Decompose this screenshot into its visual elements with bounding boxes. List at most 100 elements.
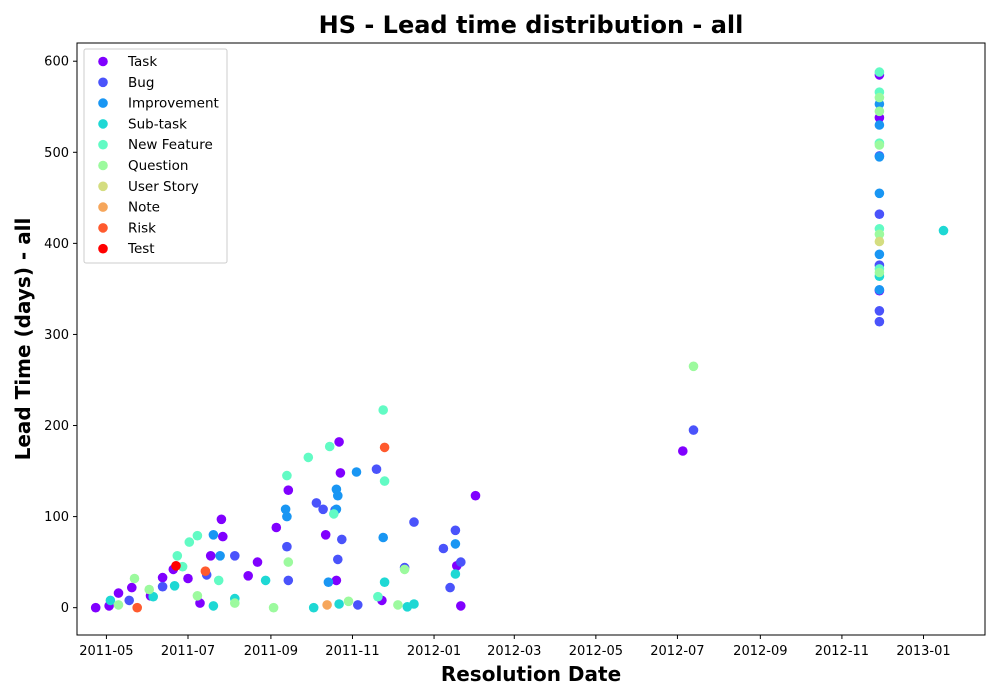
x-axis-label: Resolution Date xyxy=(441,662,621,686)
data-point xyxy=(378,405,389,415)
data-point xyxy=(456,601,466,611)
legend-label: New Feature xyxy=(128,137,213,153)
data-point xyxy=(200,566,211,576)
legend-frame xyxy=(83,48,228,264)
legend-marker xyxy=(98,243,108,254)
data-point xyxy=(874,267,885,278)
y-tick-label: 200 xyxy=(44,419,69,434)
legend-label: Question xyxy=(128,158,188,174)
data-point xyxy=(874,152,885,162)
data-point xyxy=(215,551,225,561)
data-point xyxy=(353,600,363,610)
data-point xyxy=(113,588,124,598)
y-axis-ticks: 0 100 200 300 400 500 600 xyxy=(44,55,77,616)
data-point xyxy=(282,470,292,481)
data-point xyxy=(144,584,154,595)
data-point xyxy=(113,600,124,610)
x-tick-label: 2012-09 xyxy=(733,644,787,659)
data-point xyxy=(129,573,140,584)
data-point xyxy=(218,531,228,542)
series-note xyxy=(322,600,332,610)
data-point xyxy=(379,442,390,453)
data-point xyxy=(308,602,319,613)
data-point xyxy=(450,539,461,549)
y-tick-label: 500 xyxy=(44,146,69,161)
plot-area xyxy=(76,42,986,636)
data-point xyxy=(379,577,390,587)
data-point xyxy=(874,140,885,150)
legend-label: Improvement xyxy=(128,96,219,112)
legend-marker xyxy=(98,119,108,129)
data-point xyxy=(320,530,331,540)
data-point xyxy=(688,361,699,372)
legend-label: Sub-task xyxy=(128,116,187,132)
x-tick-label: 2013-01 xyxy=(896,644,950,659)
data-point xyxy=(208,601,219,611)
series-test xyxy=(171,561,181,571)
x-axis-ticks: 2011-05 2011-07 2011-09 2011-11 2012-01 2012-… xyxy=(79,635,951,659)
data-point xyxy=(874,229,885,240)
legend-label: Note xyxy=(128,200,160,216)
data-point xyxy=(195,598,205,608)
data-point xyxy=(157,572,168,583)
data-point xyxy=(371,464,382,475)
legend-marker xyxy=(98,139,108,150)
data-point xyxy=(874,209,885,219)
data-point xyxy=(456,557,466,567)
data-point xyxy=(230,551,240,561)
data-point xyxy=(378,532,389,543)
data-point xyxy=(271,522,282,533)
data-point xyxy=(268,602,279,613)
legend-label: Test xyxy=(127,241,155,257)
legend-marker xyxy=(98,223,108,233)
legend: Task Bug Improvement Sub-task New Feature Que… xyxy=(83,48,228,264)
y-tick-label: 0 xyxy=(61,601,69,616)
data-point xyxy=(208,530,219,540)
x-tick-label: 2012-07 xyxy=(650,644,704,659)
data-point xyxy=(379,476,390,486)
legend-label: Task xyxy=(127,54,157,70)
data-point xyxy=(399,564,410,575)
data-point xyxy=(445,582,455,593)
data-point xyxy=(184,537,195,547)
data-point xyxy=(874,67,885,77)
data-point xyxy=(260,575,271,586)
data-point xyxy=(470,490,481,501)
data-point xyxy=(105,595,116,606)
data-point xyxy=(343,596,354,607)
data-point xyxy=(169,581,180,591)
data-point xyxy=(874,92,885,103)
legend-marker xyxy=(98,77,108,88)
legend-label: Bug xyxy=(128,75,154,91)
data-point xyxy=(318,504,328,515)
data-point xyxy=(678,446,688,456)
series-improvement xyxy=(208,99,885,587)
data-point xyxy=(373,591,383,602)
legend-marker xyxy=(98,160,108,171)
x-tick-label: 2011-05 xyxy=(79,644,133,659)
data-point xyxy=(213,575,224,586)
data-point xyxy=(283,557,294,567)
y-axis-label: Lead Time (days) - all xyxy=(11,218,35,461)
data-point xyxy=(334,437,344,447)
data-point xyxy=(438,543,449,554)
data-points xyxy=(90,67,949,613)
data-point xyxy=(171,561,181,571)
data-point xyxy=(874,249,885,260)
data-point xyxy=(311,498,322,508)
data-point xyxy=(874,316,885,327)
data-point xyxy=(938,225,949,236)
data-point xyxy=(324,441,335,452)
legend-marker xyxy=(98,56,108,67)
data-point xyxy=(322,600,332,610)
data-point xyxy=(124,595,134,606)
data-point xyxy=(90,602,101,613)
data-point xyxy=(230,598,240,608)
legend-label: Risk xyxy=(128,220,156,236)
data-point xyxy=(874,188,885,199)
data-point xyxy=(282,511,292,522)
data-point xyxy=(409,599,419,609)
chart-title: HS - Lead time distribution - all xyxy=(319,11,744,39)
data-point xyxy=(148,591,158,602)
data-point xyxy=(243,571,253,581)
